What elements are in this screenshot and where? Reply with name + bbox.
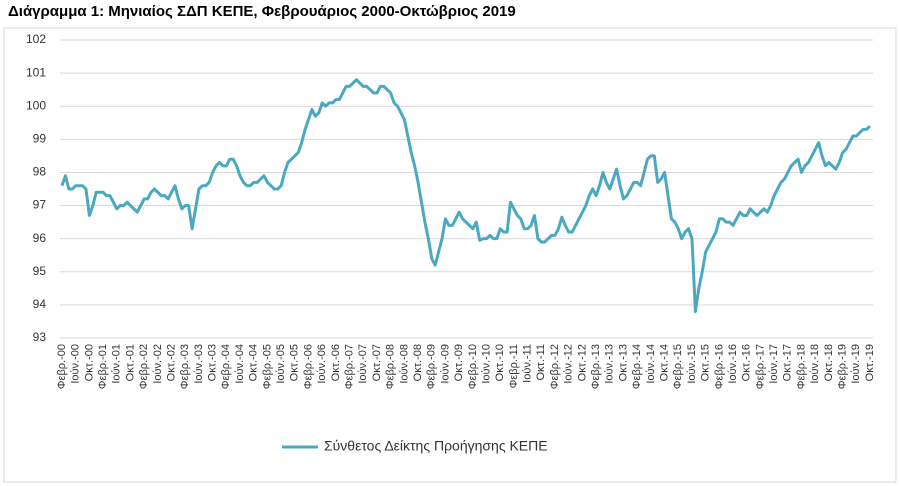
x-tick-label: Οκτ.-15 [700,344,712,381]
x-tick-label: Ιούν.-18 [809,344,821,384]
y-tick-label: 93 [33,330,47,344]
x-tick-label: Φεβρ.-01 [97,344,109,389]
x-tick-label: Οκτ.-03 [207,344,219,381]
x-tick-label: Φεβρ.-14 [631,344,643,389]
chart-title: Διάγραμμα 1: Μηνιαίος ΣΔΠ ΚΕΠΕ, Φεβρουάρ… [8,3,516,20]
x-tick-label: Ιούν.-09 [439,344,451,384]
x-tick-label: Φεβρ.-04 [220,344,232,389]
x-tick-label: Ιούν.-05 [275,344,287,384]
x-tick-label: Φεβρ.-19 [837,344,849,389]
x-tick-label: Φεβρ.-02 [138,344,150,389]
x-tick-label: Οκτ.-04 [248,344,260,381]
chart-frame [3,27,897,483]
x-tick-label: Ιούν.-00 [70,344,82,384]
x-tick-label: Φεβρ.-06 [302,344,314,389]
x-tick-label: Φεβρ.-17 [754,344,766,389]
x-tick-label: Ιούν.-12 [563,344,575,384]
x-tick-label: Φεβρ.-15 [672,344,684,389]
x-tick-label: Ιούν.-17 [768,344,780,384]
x-tick-label: Οκτ.-06 [330,344,342,381]
x-tick-label: Οκτ.-00 [83,344,95,381]
x-tick-label: Φεβρ.-16 [713,344,725,389]
x-tick-label: Φεβρ.-00 [56,344,68,389]
x-tick-label: Ιούν.-07 [357,344,369,384]
x-tick-label: Ιούν.-14 [645,344,657,384]
y-tick-label: 96 [33,231,47,245]
y-tick-label: 101 [26,65,46,79]
x-tick-label: Οκτ.-10 [494,344,506,381]
x-tick-label: Οκτ.-02 [165,344,177,381]
x-tick-label: Φεβρ.-18 [795,344,807,389]
y-tick-label: 100 [26,98,46,112]
y-tick-label: 98 [33,165,47,179]
x-tick-label: Φεβρ.-12 [549,344,561,389]
x-tick-label: Οκτ.-08 [412,344,424,381]
x-tick-label: Φεβρ.-13 [590,344,602,389]
y-tick-label: 102 [26,32,46,46]
x-tick-label: Ιούν.-11 [522,344,534,383]
y-tick-label: 97 [33,198,47,212]
x-tick-label: Φεβρ.-10 [467,344,479,389]
x-tick-label: Ιούν.-08 [398,344,410,384]
x-tick-label: Ιούν.-16 [727,344,739,384]
x-tick-label: Ιούν.-01 [111,344,123,384]
x-tick-label: Οκτ.-01 [124,344,136,381]
x-tick-label: Φεβρ.-03 [179,344,191,389]
x-tick-label: Οκτ.-14 [658,344,670,381]
series-line [60,78,872,314]
x-tick-label: Φεβρ.-05 [261,344,273,389]
x-tick-label: Ιούν.-06 [316,344,328,384]
x-tick-label: Ιούν.-02 [152,344,164,384]
x-tick-label: Φεβρ.-07 [343,344,355,389]
x-tick-label: Οκτ.-13 [617,344,629,381]
legend-label: Σύνθετος Δείκτης Προήγησης ΚΕΠΕ [324,438,548,454]
x-tick-label: Οκτ.-11 [535,344,547,381]
x-tick-label: Οκτ.-12 [576,344,588,381]
y-tick-label: 95 [33,264,47,278]
x-tick-label: Φεβρ.-08 [385,344,397,389]
x-tick-label: Ιούν.-19 [850,344,862,384]
x-tick-label: Οκτ.-09 [453,344,465,381]
x-tick-label: Φεβρ.-11 [508,344,520,388]
x-tick-label: Ιούν.-13 [604,344,616,384]
x-tick-label: Οκτ.-19 [864,344,876,381]
x-tick-label: Ιούν.-15 [686,344,698,384]
y-tick-label: 99 [33,132,47,146]
x-tick-label: Ιούν.-10 [480,344,492,384]
x-tick-label: Οκτ.-07 [371,344,383,381]
x-tick-label: Οκτ.-17 [782,344,794,381]
x-tick-label: Οκτ.-16 [741,344,753,381]
x-tick-label: Φεβρ.-09 [426,344,438,389]
x-tick-label: Οκτ.-05 [289,344,301,381]
x-tick-label: Οκτ.-18 [823,344,835,381]
y-tick-label: 94 [33,297,47,311]
x-tick-label: Ιούν.-03 [193,344,205,384]
x-tick-label: Ιούν.-04 [234,344,246,384]
